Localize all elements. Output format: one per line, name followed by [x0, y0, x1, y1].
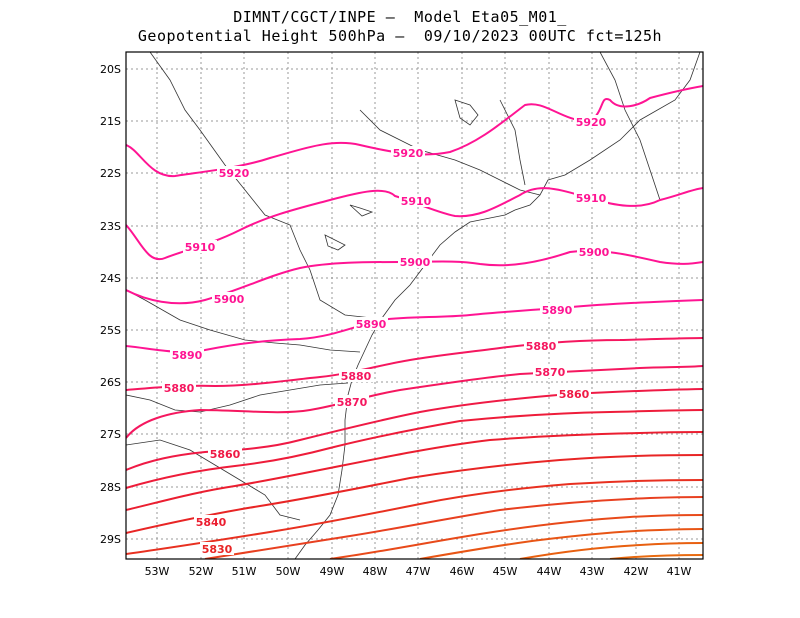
coastline — [294, 52, 701, 559]
lon-tick-label: 46W — [450, 565, 475, 578]
state-border — [126, 439, 301, 521]
contour-label: 5900 — [579, 246, 610, 259]
contour-line-5790 — [419, 528, 703, 559]
state-border — [599, 52, 661, 201]
lon-tick-label: 49W — [320, 565, 345, 578]
contour-line-5880 — [126, 337, 703, 391]
title-line-2: Geopotential Height 500hPa – 09/10/2023 … — [137, 27, 663, 45]
contour-line-5890 — [126, 299, 703, 353]
contour-line-5820 — [126, 479, 703, 555]
contour-label: 5900 — [214, 293, 245, 306]
contour-line-5770 — [609, 554, 703, 559]
lon-tick-label: 45W — [493, 565, 518, 578]
plot-frame — [125, 51, 704, 560]
contour-label: 5880 — [341, 370, 372, 383]
contour-label: 5890 — [542, 304, 573, 317]
contour-label: 5910 — [576, 192, 607, 205]
contour-label: 5910 — [185, 241, 216, 254]
lon-tick-label: 48W — [363, 565, 388, 578]
lake-outline — [454, 99, 479, 126]
state-border — [126, 289, 361, 353]
contour-label: 5890 — [356, 318, 387, 331]
state-border — [126, 382, 349, 413]
contour-label: 5860 — [210, 448, 241, 461]
lon-tick-label: 50W — [276, 565, 301, 578]
contour-label: 5920 — [393, 147, 424, 160]
lat-tick-label: 20S — [100, 63, 121, 76]
lat-tick-label: 27S — [100, 428, 121, 441]
lat-tick-label: 24S — [100, 272, 121, 285]
contour-label: 5890 — [172, 349, 203, 362]
contour-line-5840 — [126, 431, 703, 511]
lon-tick-label: 51W — [232, 565, 257, 578]
map-boundaries — [126, 52, 701, 559]
contour-label: 5840 — [196, 516, 227, 529]
contour-label: 5910 — [401, 195, 432, 208]
lat-tick-label: 28S — [100, 481, 121, 494]
title-line-1: DIMNT/CGCT/INPE – Model Eta05_M01_ — [233, 8, 567, 26]
lat-tick-label: 26S — [100, 376, 121, 389]
contour-line-5800 — [329, 514, 703, 559]
contour-line-5850 — [126, 409, 703, 489]
lat-tick-label: 23S — [100, 220, 121, 233]
lon-tick-label: 42W — [624, 565, 649, 578]
state-border — [359, 109, 541, 196]
contour-line-5830 — [126, 454, 703, 534]
lon-tick-label: 47W — [406, 565, 431, 578]
contour-label: 5880 — [164, 382, 195, 395]
lon-tick-label: 44W — [537, 565, 562, 578]
contour-label: 5900 — [400, 256, 431, 269]
contour-line-5780 — [519, 542, 703, 559]
lon-tick-label: 53W — [145, 565, 170, 578]
contour-label: 5870 — [337, 396, 368, 409]
contour-label: 5870 — [535, 366, 566, 379]
lat-tick-label: 29S — [100, 533, 121, 546]
lake-outline — [324, 234, 346, 251]
contour-line-5870 — [126, 365, 703, 439]
contour-label: 5880 — [526, 340, 557, 353]
state-border — [149, 52, 373, 319]
contour-label: 5860 — [559, 388, 590, 401]
lon-tick-label: 43W — [580, 565, 605, 578]
lat-tick-label: 21S — [100, 115, 121, 128]
grid-lines — [126, 52, 703, 559]
lat-tick-label: 22S — [100, 167, 121, 180]
contour-label: 5920 — [219, 167, 250, 180]
lon-tick-label: 41W — [667, 565, 692, 578]
state-border — [499, 99, 526, 186]
lake-outline — [349, 204, 374, 217]
contour-label: 5830 — [202, 543, 233, 556]
lon-tick-label: 52W — [189, 565, 214, 578]
contour-line-5810 — [204, 496, 703, 559]
contour-line-5920 — [126, 85, 703, 178]
contour-label: 5920 — [576, 116, 607, 129]
lat-tick-label: 25S — [100, 324, 121, 337]
